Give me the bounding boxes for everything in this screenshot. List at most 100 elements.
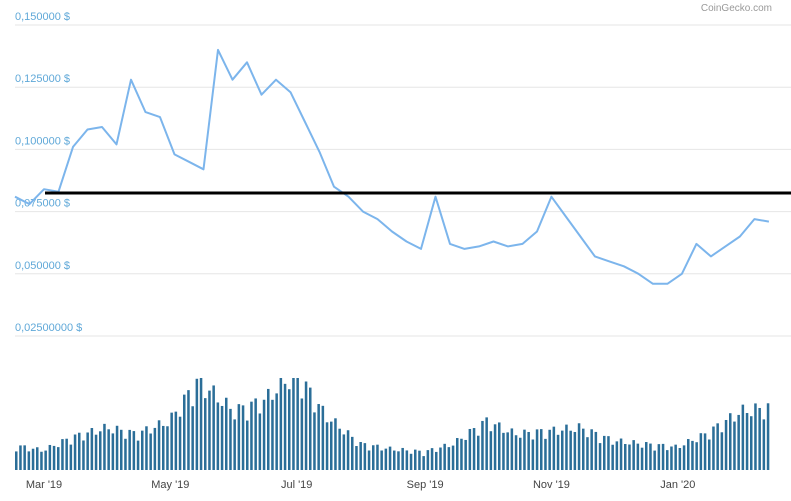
volume-bar [502, 432, 505, 470]
volume-bar [174, 411, 178, 470]
volume-bar [443, 443, 446, 470]
volume-bar [468, 428, 472, 470]
volume-bar [762, 419, 766, 470]
volume-bar [44, 450, 47, 470]
volume-bar [493, 424, 497, 470]
volume-bar [367, 450, 371, 470]
volume-bar [426, 450, 430, 470]
volume-bar [220, 405, 224, 470]
volume-bar [115, 425, 119, 470]
volume-bar [716, 423, 719, 470]
volume-bar [577, 423, 581, 470]
source-credit: CoinGecko.com [701, 3, 772, 14]
grid-lines [15, 24, 791, 337]
volume-bar [573, 431, 577, 470]
volume-bar [388, 446, 392, 470]
y-axis: 0,150000 $ 0,125000 $ 0,100000 $ 0,075000 $… [15, 11, 82, 334]
volume-bar [246, 420, 249, 470]
volume-bar [283, 383, 287, 470]
volume-bar [649, 443, 652, 470]
volume-bar [136, 440, 140, 470]
volume-bar [90, 428, 94, 470]
x-tick-label: May '19 [151, 479, 189, 491]
volume-bar [65, 438, 68, 470]
volume-bar [292, 378, 295, 470]
volume-bar [561, 430, 564, 470]
volume-bar [481, 420, 484, 470]
x-tick-label: Jan '20 [660, 479, 695, 491]
volume-bar [729, 413, 732, 470]
volume-bar [15, 451, 18, 470]
volume-bar [535, 429, 539, 470]
volume-bar [590, 429, 593, 470]
volume-bar [225, 397, 228, 470]
volume-bar [178, 416, 182, 470]
volume-bar [506, 432, 509, 470]
volume-bar [380, 450, 383, 470]
volume-bar [19, 445, 22, 470]
volume-bar [359, 442, 362, 470]
volume-bar [422, 456, 425, 470]
volume-bar [384, 448, 388, 470]
volume-bar [489, 431, 493, 470]
volume-bar [682, 445, 686, 470]
volume-bar [653, 450, 656, 470]
y-tick-label: 0,100000 $ [15, 135, 70, 147]
volume-bar [36, 447, 39, 470]
volume-bar [204, 398, 207, 470]
volume-bar [31, 448, 35, 470]
volume-bar [128, 429, 131, 470]
volume-bar [409, 453, 413, 470]
volume-bar [687, 439, 690, 470]
volume-bar [48, 444, 52, 470]
x-axis: Mar '19 May '19 Jul '19 Sep '19 Nov '19 Jan '… [26, 479, 696, 491]
volume-bar [531, 439, 535, 470]
volume-bar [544, 438, 547, 470]
volume-bar [699, 433, 703, 470]
volume-bar [661, 443, 665, 470]
volume-bar [766, 403, 770, 470]
volume-bar [636, 443, 640, 470]
x-tick-label: Jul '19 [281, 479, 312, 491]
volume-bar [145, 426, 148, 470]
volume-bar [485, 417, 488, 470]
volume-bar [527, 431, 530, 470]
volume-bars [15, 378, 770, 470]
volume-bar [712, 426, 715, 470]
volume-bar [750, 416, 753, 470]
volume-bar [309, 387, 312, 470]
volume-bar [141, 430, 144, 470]
volume-bar [250, 401, 253, 470]
volume-bar [275, 393, 278, 470]
volume-bar [321, 405, 325, 470]
volume-bar [170, 412, 173, 470]
volume-bar [351, 436, 354, 470]
volume-bar [94, 434, 98, 470]
volume-bar [107, 429, 110, 470]
volume-bar [78, 432, 81, 470]
volume-bar [157, 420, 161, 470]
volume-bar [477, 435, 480, 470]
x-tick-label: Sep '19 [407, 479, 444, 491]
volume-bar [393, 450, 396, 470]
volume-bar [258, 413, 262, 470]
volume-bar [191, 406, 194, 470]
volume-bar [288, 389, 291, 470]
volume-bar [628, 444, 631, 470]
volume-bar [451, 445, 455, 470]
volume-bar [325, 422, 329, 470]
volume-bar [124, 438, 127, 470]
volume-bar [556, 434, 560, 470]
volume-bar [86, 432, 89, 470]
y-tick-label: 0,050000 $ [15, 260, 70, 272]
volume-bar [754, 403, 757, 470]
volume-bar [695, 442, 698, 470]
volume-bar [745, 413, 749, 470]
volume-bar [598, 443, 602, 470]
volume-bar [632, 440, 635, 470]
volume-bar [267, 388, 270, 470]
volume-bar [552, 426, 556, 470]
volume-bar [670, 446, 673, 470]
volume-bar [296, 378, 299, 470]
volume-bar [57, 447, 60, 470]
